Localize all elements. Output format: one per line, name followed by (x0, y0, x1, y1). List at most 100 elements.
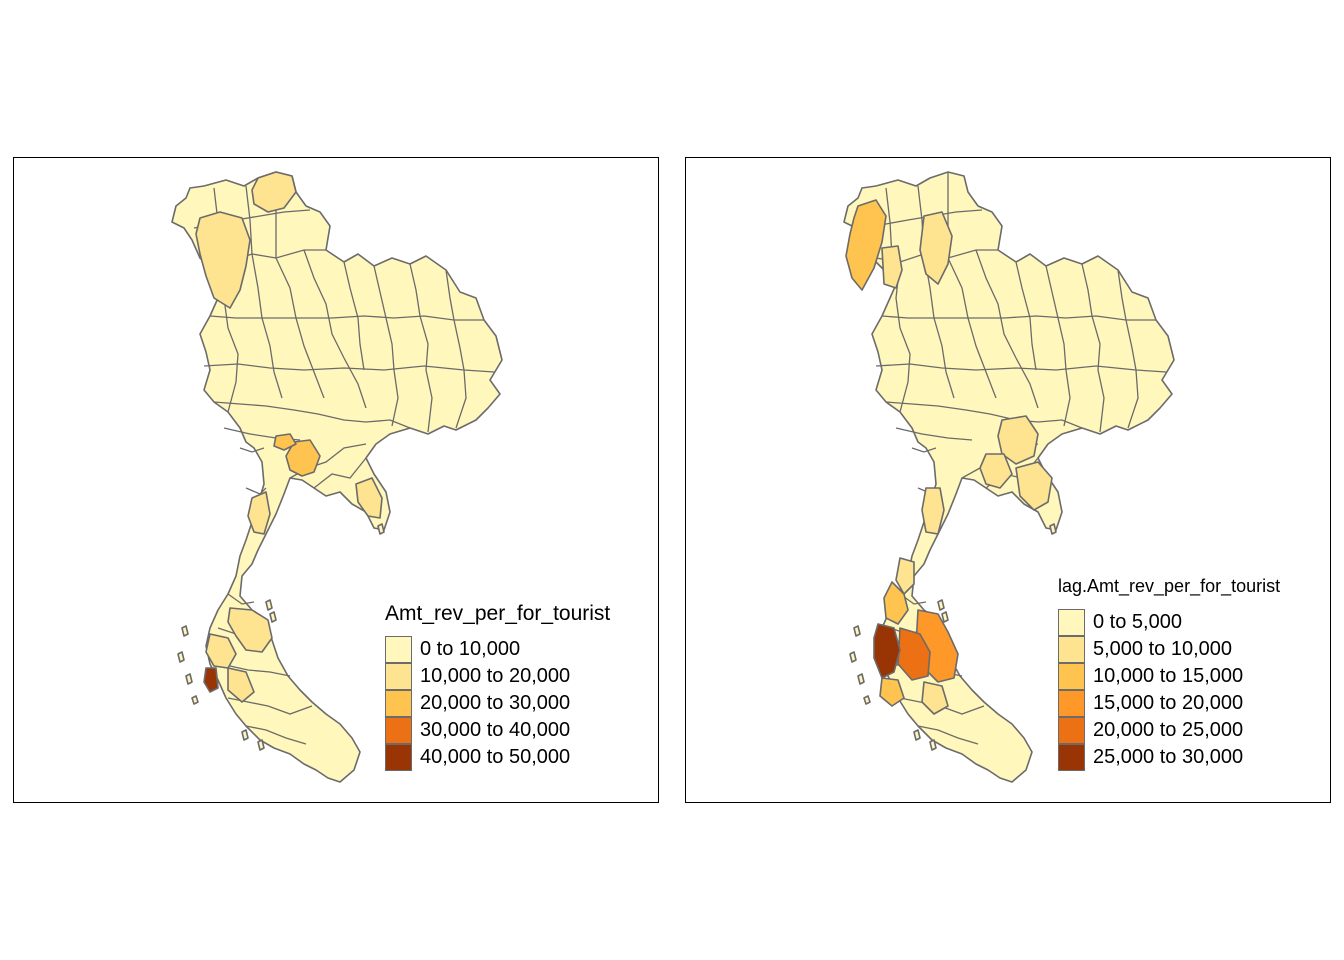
province-trang (921, 681, 949, 715)
province-border (1081, 263, 1105, 433)
legend-swatch (1058, 717, 1085, 744)
island (937, 599, 945, 611)
province-border (1045, 265, 1071, 427)
province-border (917, 725, 979, 745)
legend-label: 30,000 to 40,000 (420, 719, 571, 741)
province-polygons (171, 171, 503, 783)
province-border (445, 269, 467, 429)
province-samut-prakan (273, 433, 297, 451)
map-panel-amt-rev: Amt_rev_per_for_tourist 0 to 10,000 10,00… (13, 157, 659, 803)
legend-swatch (385, 663, 412, 690)
legend-swatch (1058, 744, 1085, 771)
legend-title: lag.Amt_rev_per_for_tourist (1058, 576, 1281, 596)
province-border (239, 447, 265, 453)
island (913, 729, 921, 741)
province-prachuap (247, 491, 271, 535)
map-panel-lag-amt-rev: lag.Amt_rev_per_for_tourist 0 to 5,000 5,… (685, 157, 1331, 803)
island (185, 673, 193, 685)
legend-label: 5,000 to 10,000 (1093, 638, 1233, 660)
legend-label: 10,000 to 20,000 (420, 665, 571, 687)
island (177, 651, 185, 663)
province-border (203, 363, 495, 373)
legend-swatch (1058, 690, 1085, 717)
island (941, 611, 949, 623)
province-border (313, 457, 367, 489)
legend-label: 40,000 to 50,000 (420, 746, 571, 768)
legend-item: 10,000 to 20,000 (385, 663, 610, 690)
province-border (245, 725, 307, 745)
province-ranong (895, 557, 915, 595)
legend-swatch (1058, 663, 1085, 690)
province-border (875, 363, 1167, 373)
province-surat-thani (227, 607, 273, 653)
legend-label: 0 to 5,000 (1093, 611, 1182, 633)
legend-item: 0 to 10,000 (385, 636, 610, 663)
legend-label: 15,000 to 20,000 (1093, 692, 1244, 714)
province-border (245, 185, 253, 255)
province-phuket (203, 667, 219, 693)
province-border (373, 265, 399, 427)
island (857, 673, 865, 685)
province-border (409, 263, 433, 433)
island (863, 695, 871, 705)
province-border (227, 593, 255, 605)
map-legend: Amt_rev_per_for_tourist 0 to 10,000 10,00… (385, 602, 610, 771)
province-mae-hong-son (845, 199, 887, 291)
thailand-province-map (843, 171, 1175, 783)
province-border (1015, 261, 1037, 371)
province-border (275, 257, 325, 399)
province-border (209, 315, 484, 321)
province-chanthaburi (979, 453, 1013, 489)
legend-item: 25,000 to 30,000 (1058, 744, 1280, 771)
province-trat (1015, 461, 1053, 511)
island (265, 599, 273, 611)
island (853, 625, 861, 637)
province-mae-hong-son (195, 211, 251, 309)
province-border (975, 249, 1039, 409)
legend-item: 0 to 5,000 (1058, 609, 1280, 636)
island (1049, 523, 1057, 535)
province-border (303, 249, 367, 409)
province-border (213, 401, 411, 429)
province-border (923, 253, 955, 399)
island (241, 729, 249, 741)
island (929, 739, 937, 751)
province-chiang-mai-south (881, 245, 903, 289)
province-chonburi (285, 439, 321, 477)
legend-rows: 0 to 5,000 5,000 to 10,000 10,000 to 15,00… (1058, 609, 1280, 771)
province-krabi (227, 667, 255, 703)
legend-label: 25,000 to 30,000 (1093, 746, 1244, 768)
province-border (885, 187, 893, 259)
legend-item: 20,000 to 25,000 (1058, 717, 1280, 744)
legend-rows: 0 to 10,000 10,000 to 20,000 20,000 to 30,… (385, 636, 610, 771)
province-krabi (897, 627, 931, 681)
province-border (1117, 269, 1139, 429)
province-border (895, 427, 973, 441)
legend-label: 20,000 to 25,000 (1093, 719, 1244, 741)
legend-swatch (385, 690, 412, 717)
thailand-province-map (171, 171, 503, 783)
island (377, 523, 385, 535)
legend-item: 10,000 to 15,000 (1058, 663, 1280, 690)
legend-label: 10,000 to 15,000 (1093, 665, 1244, 687)
province-prachuap (921, 487, 945, 535)
province-border (885, 401, 1083, 429)
island (257, 739, 265, 751)
province-border (895, 261, 911, 413)
legend-item: 20,000 to 30,000 (385, 690, 610, 717)
province-border (911, 447, 937, 453)
island (269, 611, 277, 623)
legend-label: 20,000 to 30,000 (420, 692, 571, 714)
province-border (881, 315, 1156, 321)
province-border (251, 253, 283, 399)
province-phang-nga (873, 623, 901, 679)
legend-label: 0 to 10,000 (420, 638, 521, 660)
legend-item: 30,000 to 40,000 (385, 717, 610, 744)
province-sa-kaeo (997, 415, 1039, 465)
island (191, 695, 199, 705)
legend-swatch (385, 717, 412, 744)
province-trat (355, 477, 383, 519)
legend-swatch (1058, 609, 1085, 636)
island (181, 625, 189, 637)
province-phuket (879, 677, 905, 707)
